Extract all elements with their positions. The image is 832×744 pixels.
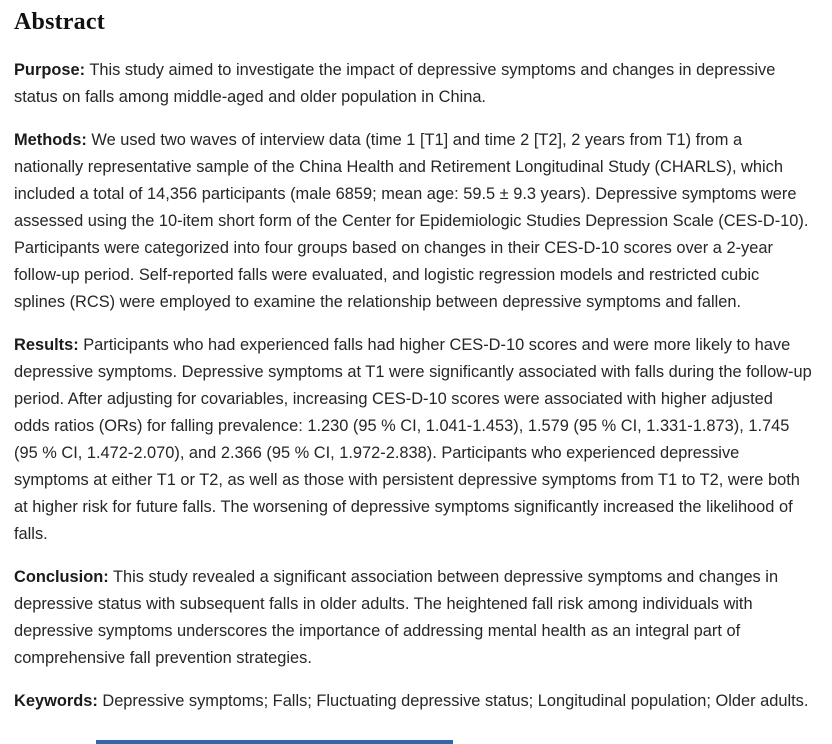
- abstract-section: Abstract Purpose: This study aimed to in…: [14, 9, 812, 715]
- section-label-results: Results:: [14, 336, 79, 354]
- section-text-purpose: This study aimed to investigate the impa…: [14, 61, 776, 106]
- abstract-paragraph-methods: Methods: We used two waves of interview …: [14, 127, 812, 316]
- partial-bottom-element-bar: [96, 740, 453, 744]
- section-label-keywords: Keywords:: [14, 692, 98, 710]
- abstract-paragraph-keywords: Keywords: Depressive symptoms; Falls; Fl…: [14, 688, 812, 715]
- section-label-conclusion: Conclusion:: [14, 568, 109, 586]
- section-text-methods: We used two waves of interview data (tim…: [14, 131, 809, 311]
- section-text-keywords: Depressive symptoms; Falls; Fluctuating …: [102, 692, 809, 710]
- section-label-methods: Methods:: [14, 131, 87, 149]
- page-title: Abstract: [14, 9, 105, 35]
- section-text-results: Participants who had experienced falls h…: [14, 336, 812, 543]
- section-label-purpose: Purpose:: [14, 61, 86, 79]
- abstract-paragraph-conclusion: Conclusion: This study revealed a signif…: [14, 564, 812, 672]
- abstract-paragraph-purpose: Purpose: This study aimed to investigate…: [14, 57, 812, 111]
- abstract-paragraph-results: Results: Participants who had experience…: [14, 332, 812, 548]
- section-text-conclusion: This study revealed a significant associ…: [14, 568, 779, 667]
